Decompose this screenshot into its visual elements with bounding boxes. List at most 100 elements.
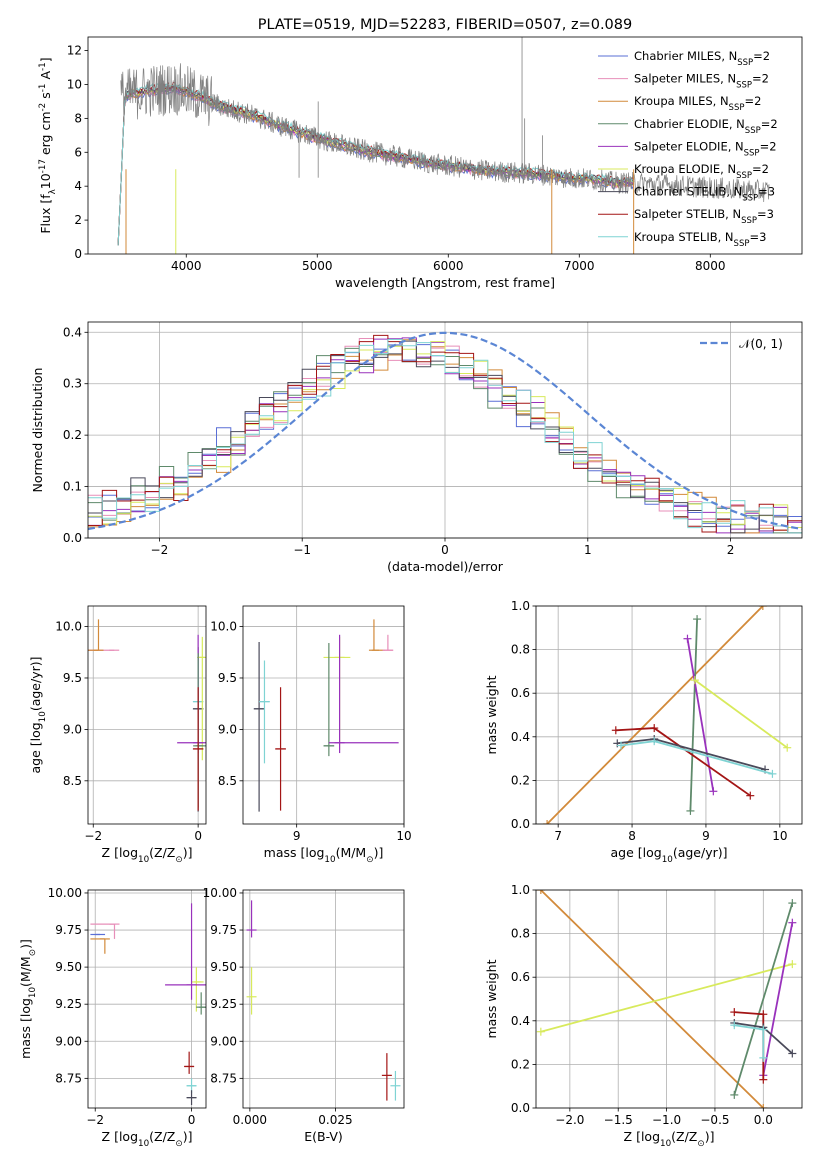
y-tick-label: 9.5: [63, 671, 82, 685]
y-tick-label: 0.0: [511, 1101, 530, 1115]
weight-line: [733, 902, 794, 1096]
plot-area-residuals: [88, 331, 802, 534]
data-point: [368, 619, 385, 651]
plot-area-mass-vs-EBV: [246, 900, 401, 1101]
y-tick-label: 9.00: [210, 1034, 237, 1048]
chart-title: PLATE=0519, MJD=52283, FIBERID=0507, z=0…: [258, 17, 632, 33]
weight-line: [540, 890, 764, 1108]
normal-reference-curve: [88, 331, 802, 531]
axes-frame: [242, 605, 405, 825]
x-axis-label: Z [log10(Z/Z⊙)]: [624, 1129, 715, 1149]
y-tick-label: 0.8: [511, 927, 530, 941]
weight-line: [762, 922, 794, 1076]
x-axis-label: E(B-V): [304, 1129, 343, 1144]
legend-entry: Kroupa ELODIE, NSSP=2: [634, 162, 769, 181]
y-tick-label: 12: [67, 44, 82, 58]
x-tick-label: −1: [293, 543, 311, 557]
x-tick-label: 8000: [695, 259, 726, 273]
data-point: [165, 903, 206, 1000]
data-point: [90, 923, 120, 939]
legend-entry: Salpeter ELODIE, NSSP=2: [634, 139, 777, 158]
weight-line: [546, 606, 764, 824]
y-tick-label: 10.00: [48, 886, 82, 900]
y-tick-label: 0.0: [63, 531, 82, 545]
y-tick-label: 0.2: [511, 773, 530, 787]
panel-age-vs-mass: 9 10 8.5 9.0 9.5 10.0 mass [log10(M/M⊙)]: [210, 605, 412, 865]
data-point: [88, 619, 104, 651]
data-point: [246, 900, 257, 938]
x-axis-label: Z [log10(Z/Z⊙)]: [102, 1129, 193, 1149]
panel-age-vs-Z: −2 0 8.5 9.0 9.5 10.0 Z [log10(Z/Z⊙)] age [log1…: [28, 605, 207, 865]
y-tick-label: 9.0: [218, 722, 237, 736]
weight-line: [540, 963, 793, 1033]
y-tick-label: 0.4: [511, 1014, 530, 1028]
y-tick-label: 10: [67, 77, 82, 91]
y-tick-label: 0.4: [511, 730, 530, 744]
x-tick-label: 7000: [564, 259, 595, 273]
residual-histogram: [88, 334, 802, 533]
y-tick-label: 10.00: [203, 886, 237, 900]
data-point: [193, 653, 206, 808]
x-axis-label: mass [log10(M/M⊙)]: [264, 845, 384, 865]
y-tick-label: 8.5: [218, 774, 237, 788]
y-axis-label: age [log10(age/yr)]: [28, 656, 48, 773]
y-axis-label: Flux [fλ10-17 erg cm-2 s-1 A-1]: [38, 57, 58, 233]
y-tick-label: 6: [74, 145, 82, 159]
legend-entry: Salpeter STELIB, NSSP=3: [634, 207, 774, 226]
data-point: [390, 1070, 401, 1101]
axes-frame: [87, 605, 207, 825]
legend-entry: Chabrier ELODIE, NSSP=2: [634, 117, 778, 136]
panel-weight-vs-age: 7 8 9 10 0.0 0.2 0.4 0.6 0.8 1.0 age [log10(age/yr…: [484, 599, 803, 865]
x-tick-label: 0.025: [318, 1113, 352, 1127]
y-tick-label: 9.0: [63, 722, 82, 736]
axes-frame: [87, 36, 803, 255]
y-tick-label: 8: [74, 111, 82, 125]
weight-line: [694, 679, 788, 749]
y-tick-label: 9.50: [210, 960, 237, 974]
legend-entry: Kroupa STELIB, NSSP=3: [634, 230, 766, 249]
data-point: [192, 687, 204, 811]
legend: Chabrier MILES, NSSP=2 Salpeter MILES, NS…: [598, 49, 778, 249]
panel-mass-vs-Z: −2 0 8.75 9.00 9.25 9.50 9.75 10.00 Z [log10(Z/Z…: [18, 886, 207, 1149]
y-tick-label: 0.0: [511, 817, 530, 831]
y-tick-label: 8.75: [55, 1071, 82, 1085]
x-tick-label: 8: [628, 829, 636, 843]
data-point: [259, 660, 270, 764]
y-axis-label: mass weight: [484, 959, 499, 1038]
x-tick-label: 9: [702, 829, 710, 843]
data-point: [246, 967, 257, 1015]
y-tick-label: 0.4: [63, 325, 82, 339]
x-tick-label: −2: [151, 543, 169, 557]
y-tick-label: 9.75: [210, 923, 237, 937]
y-tick-label: 0.1: [63, 480, 82, 494]
x-tick-label: −0.5: [700, 1113, 729, 1127]
y-tick-label: 0.8: [511, 643, 530, 657]
y-tick-label: 1.0: [511, 883, 530, 897]
plot-area-age-vs-Z: [88, 619, 206, 812]
plot-area-weight-vs-age: [543, 606, 792, 824]
axes-frame: [535, 605, 803, 825]
legend-entry: Chabrier STELIB, NSSP=3: [634, 185, 775, 204]
observed-spectrum-line: [120, 63, 770, 203]
x-axis-label: age [log10(age/yr)]: [610, 845, 727, 865]
x-tick-label: 1: [584, 543, 592, 557]
x-tick-label: 10: [396, 829, 411, 843]
y-tick-label: 0: [74, 247, 82, 261]
plot-area-mass-vs-Z: [90, 903, 206, 1106]
x-tick-label: 7: [554, 829, 562, 843]
plot-area-weight-vs-Z: [536, 890, 797, 1108]
data-point: [90, 938, 110, 954]
legend-entry: 𝒩(0, 1): [739, 337, 783, 351]
x-tick-label: −2: [86, 1113, 104, 1127]
data-point: [328, 634, 399, 754]
y-tick-label: 2: [74, 213, 82, 227]
y-axis-label: mass [log10(M/M⊙)]: [18, 939, 38, 1059]
legend-entry: Salpeter MILES, NSSP=2: [634, 72, 769, 91]
x-axis-label: wavelength [Angstrom, rest frame]: [335, 275, 555, 290]
y-tick-label: 8.5: [63, 774, 82, 788]
legend-entry: Kroupa MILES, NSSP=2: [634, 94, 761, 113]
panel-residuals: −2 −1 0 1 2 0.0 0.1 0.2 0.3 0.4 (data-model)/error…: [30, 321, 803, 574]
data-point: [323, 643, 335, 757]
axes-frame: [87, 889, 207, 1109]
